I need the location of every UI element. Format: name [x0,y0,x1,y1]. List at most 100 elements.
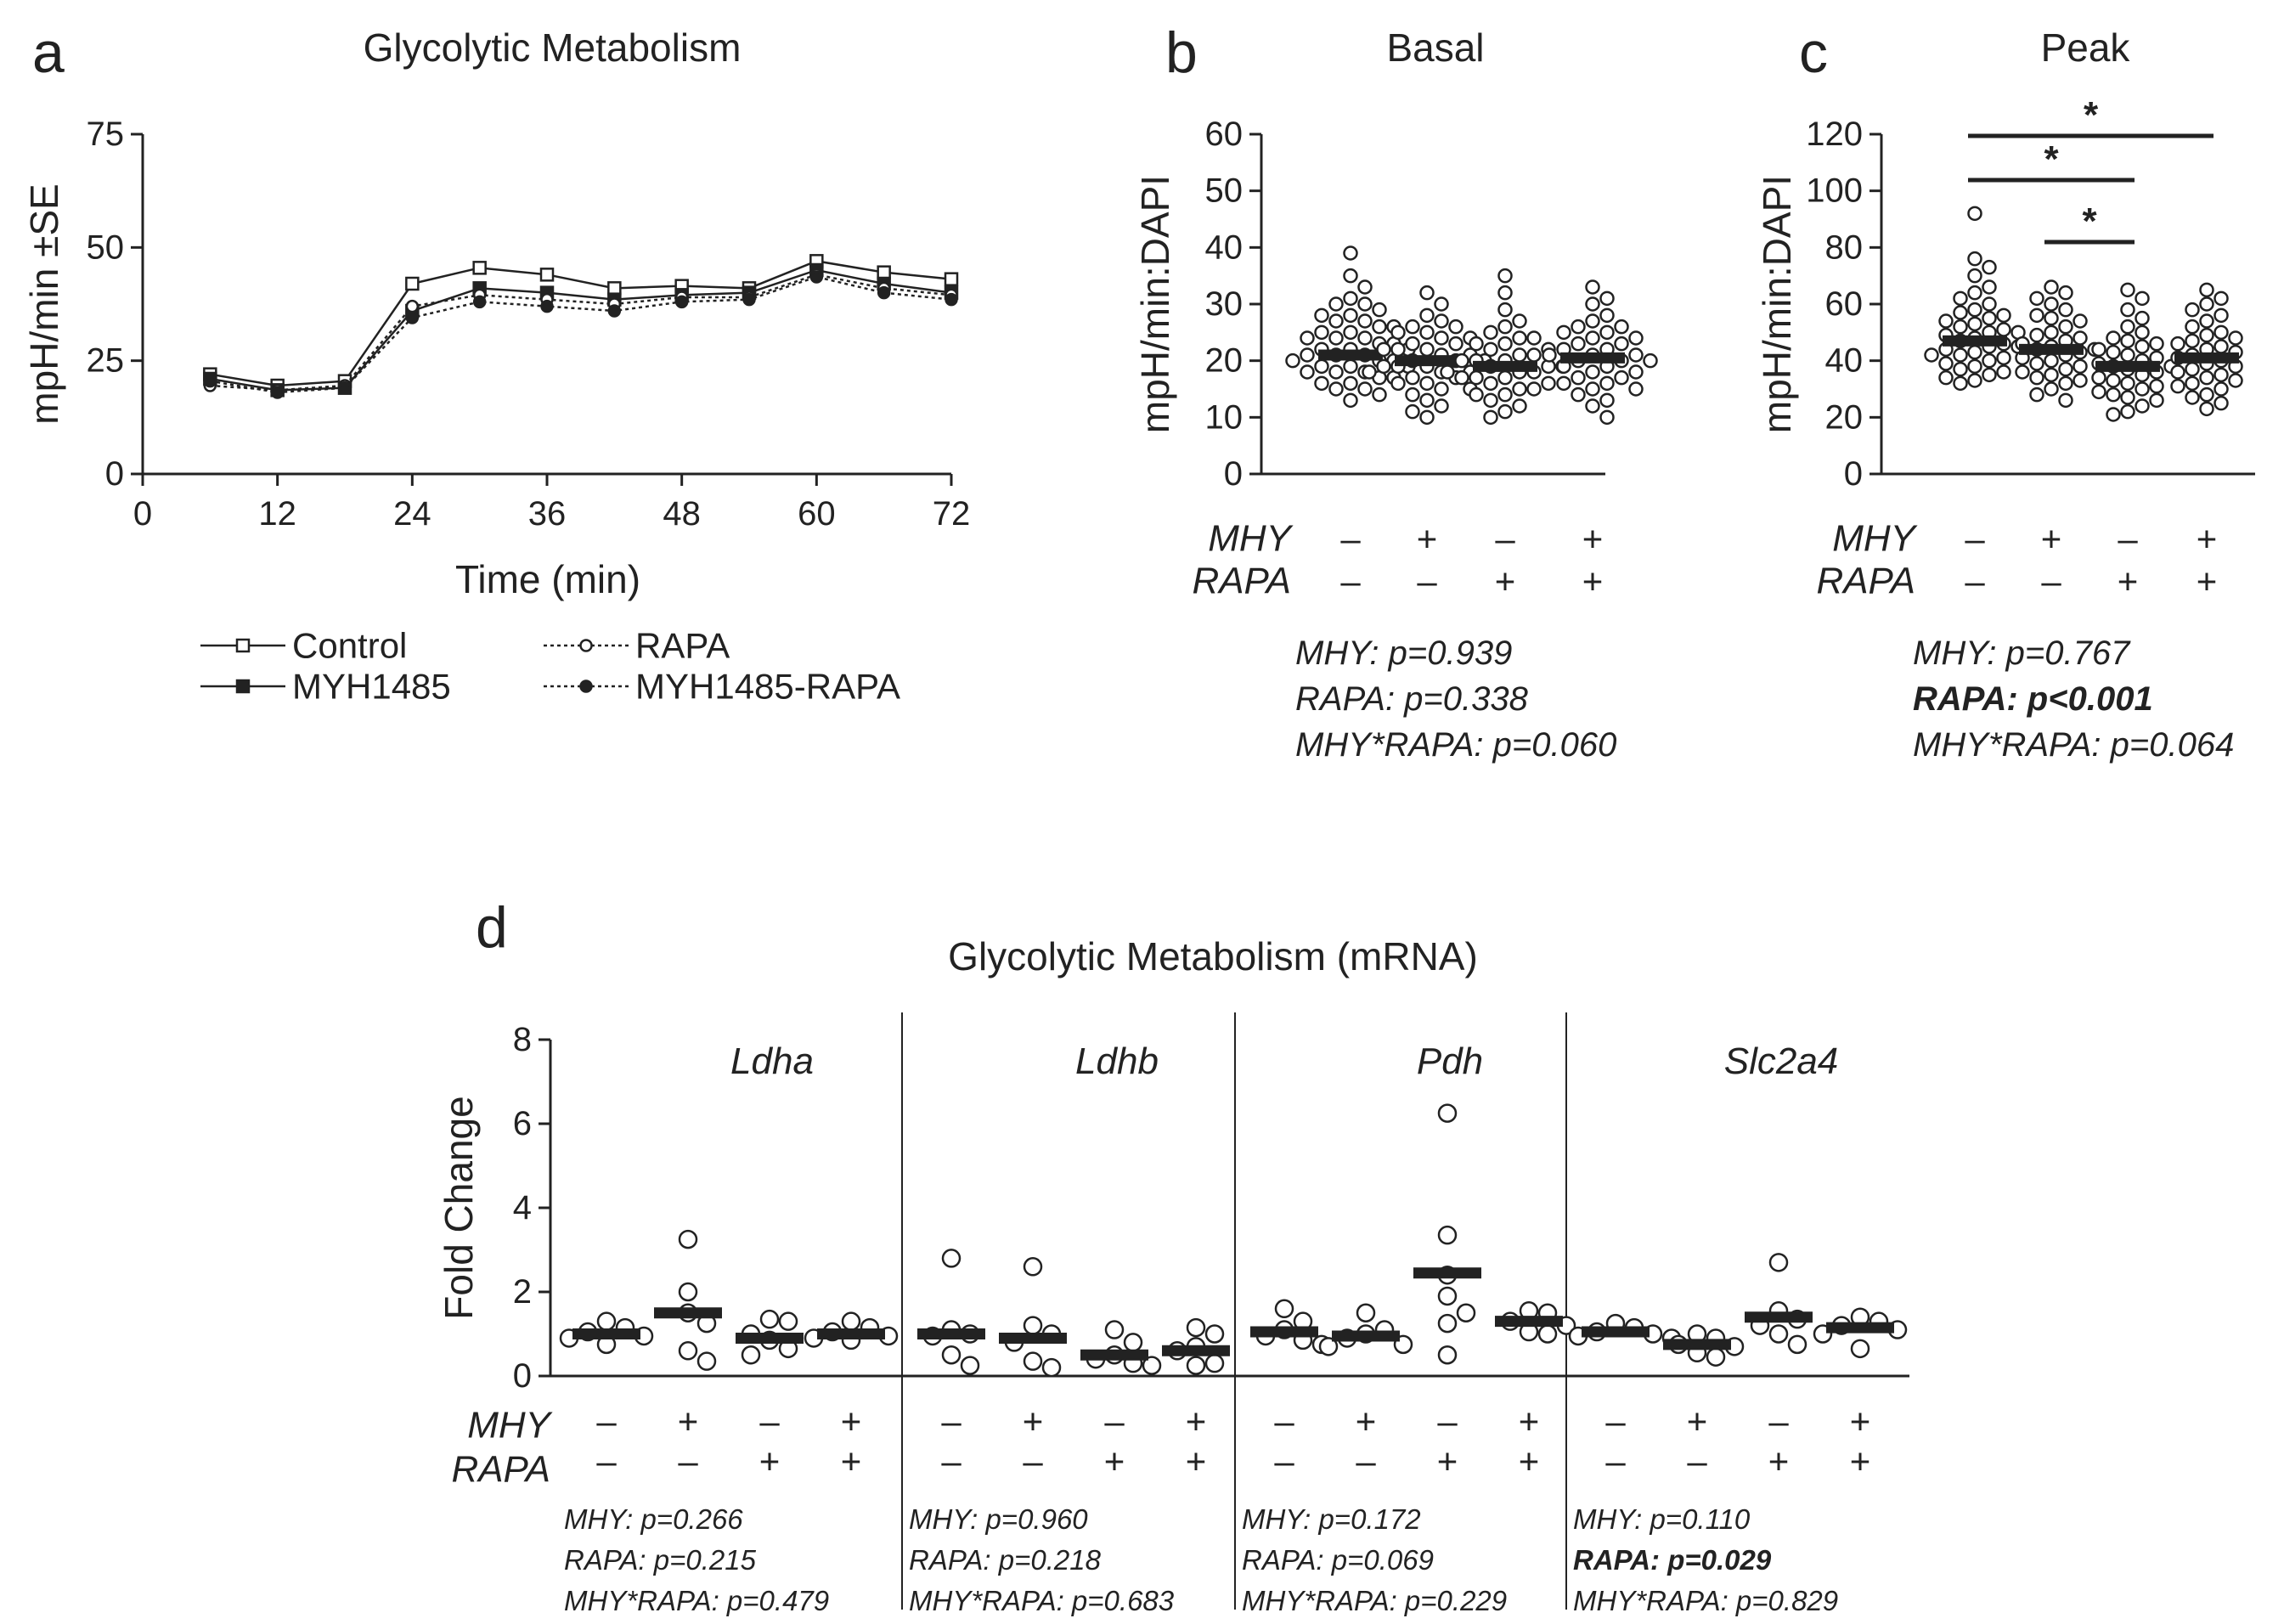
data-point [1123,1333,1143,1352]
data-point [759,1309,780,1329]
data-point [2058,302,2073,318]
factor-mhy: – [941,1401,962,1441]
data-point [2135,310,2150,326]
factor-mhy: – [759,1401,780,1441]
data-point [674,295,689,309]
stat-line: RAPA: p=0.338 [1295,680,1529,718]
stat-line: MHY*RAPA: p=0.229 [1242,1585,1507,1616]
data-point [2185,319,2200,335]
factor-mhy: + [1356,1401,1377,1441]
x-tick-label: 60 [798,495,836,533]
data-point [472,261,487,275]
data-point [1967,251,1982,267]
stat-line: MHY: p=0.172 [1242,1503,1421,1535]
factor-mhy: + [2041,519,2062,559]
data-point [1982,310,1997,326]
data-point [2044,279,2059,295]
data-point [2073,373,2088,388]
data-point [1542,347,1557,363]
stat-line: RAPA: p=0.218 [909,1544,1102,1576]
data-point [1512,381,1527,397]
data-point [1186,1317,1206,1338]
panel-d: d Glycolytic Metabolism (mRNA) 0 2 4 6 8 Fold C… [437,895,1909,1616]
row-label-rapa: RAPA [1816,561,1915,602]
data-point [1437,1345,1458,1365]
y-axis-tick-label: 8 [513,1021,532,1058]
data-point [1405,336,1420,352]
stat-line: RAPA: p=0.029 [1573,1544,1772,1576]
data-point [1967,302,1982,318]
data-point [1454,369,1469,386]
series-line-myh1485-rapa [210,275,952,394]
factor-rapa: – [596,1441,617,1481]
series-line-control [210,260,952,387]
data-point [2058,319,2073,335]
stat-line: MHY*RAPA: p=0.060 [1295,726,1616,764]
data-point [1967,268,1982,284]
data-point [2073,358,2088,375]
data-point [1526,381,1542,397]
data-point [607,281,622,296]
data-point [1982,259,1997,275]
data-point [945,292,958,307]
data-point [2214,381,2229,397]
data-point [1362,364,1377,380]
data-point [1996,364,2011,380]
y-axis-tick-label: 0 [513,1357,532,1395]
data-point [1469,386,1484,403]
factor-rapa: + [1186,1441,1207,1481]
factor-mhy: – [1965,519,1985,559]
factor-mhy: + [678,1401,699,1441]
factor-rapa: + [841,1441,862,1481]
factor-rapa: – [1274,1441,1294,1481]
row-label-mhy: MHY [1832,518,1917,560]
data-point [1328,313,1344,329]
data-point [2044,352,2059,369]
data-point [1768,1253,1789,1272]
data-point [2199,313,2214,329]
data-point [1599,392,1615,409]
stat-line: MHY*RAPA: p=0.829 [1573,1585,1838,1616]
data-point [1571,336,1586,352]
data-point [1437,1225,1458,1245]
factor-mhy: – [1274,1401,1294,1441]
data-point [1357,381,1373,397]
data-point [2058,361,2073,377]
data-point [1343,358,1358,375]
factor-mhy: – [596,1401,617,1441]
y-axis-tick-label: 2 [513,1273,532,1311]
data-point [1483,341,1498,358]
factor-rapa: + [759,1441,781,1481]
significance-star: * [2084,94,2099,136]
data-point [1643,352,1658,369]
data-point [2214,395,2229,411]
data-point [1318,1337,1339,1356]
data-point [2029,369,2044,386]
data-point [1996,307,2011,324]
panel-c: c Peak020406080100120mpH/min:DAPI––+––+++… [1755,20,2255,764]
data-point [2120,282,2135,298]
data-point [2029,327,2044,343]
gene-label: Ldhb [1075,1040,1159,1082]
data-point [1142,1356,1162,1375]
y-axis-tick-label: 80 [1825,228,1864,266]
data-point [2199,296,2214,312]
factor-mhy: – [1768,1401,1789,1441]
data-point [2185,302,2200,318]
data-point [2185,333,2200,349]
row-label-mhy: MHY [467,1405,552,1446]
data-point [270,386,285,399]
data-point [1186,1356,1206,1375]
legend-marker [235,679,251,694]
data-point [2214,324,2229,341]
panel-label-c: c [1799,20,1828,85]
data-point [1938,313,1954,329]
chart-title: Basal [1386,25,1484,70]
data-point [1938,356,1954,371]
data-point [1357,296,1373,312]
data-point [1314,324,1329,341]
factor-rapa: – [1965,561,1985,601]
data-point [1376,341,1391,358]
x-tick-label: 72 [933,495,971,533]
data-point [540,299,554,313]
